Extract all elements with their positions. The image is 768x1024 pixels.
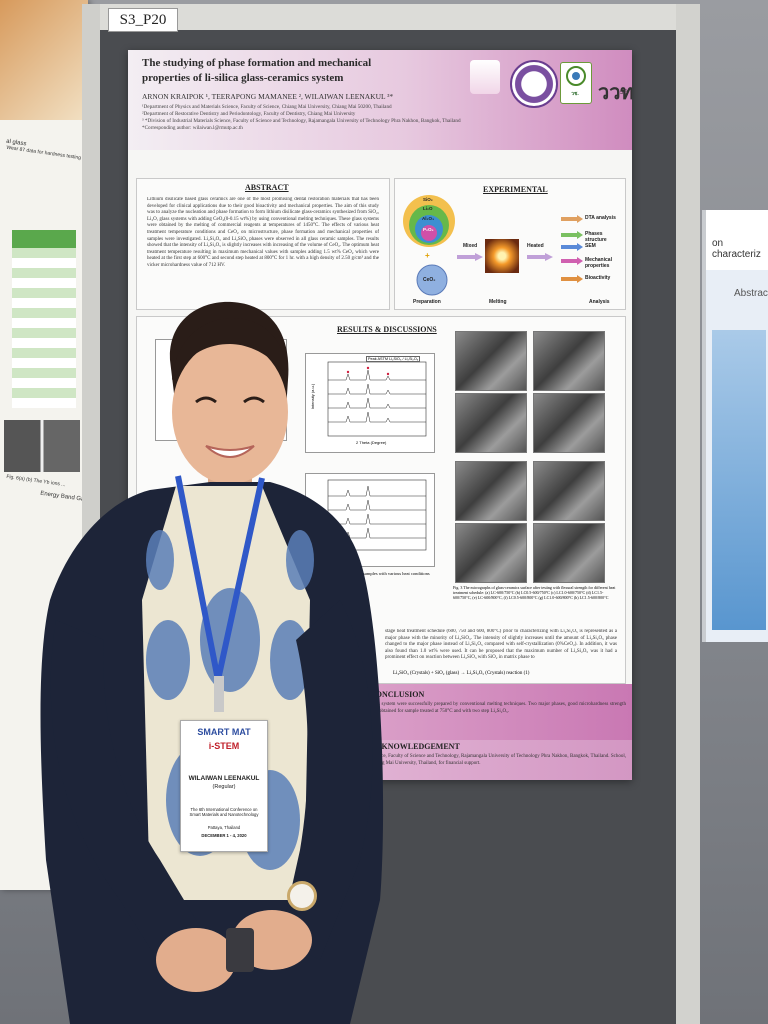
analysis-item-2: Phases structure: [585, 231, 607, 243]
arrow-mixed-label: Mixed: [463, 243, 478, 249]
nrct-logo-label: วช.: [571, 91, 579, 97]
left-hand: [156, 928, 236, 992]
poster-header: The studying of phase formation and mech…: [128, 50, 632, 150]
right-poster-title: on characteriz: [712, 238, 761, 260]
dopant-label: CeO₂: [423, 277, 436, 283]
right-neighbor-poster: on characteriz Abstract: [702, 210, 768, 642]
analysis-arrows: [561, 215, 583, 283]
melting-furnace-image: [485, 239, 519, 273]
oxide-label-2: Li₂O: [423, 206, 433, 211]
right-poster-band: [706, 210, 768, 270]
board-id-label: S3_P20: [108, 8, 178, 32]
sem-image-c: [455, 393, 527, 453]
oxide-label-1: SiO₂: [423, 197, 433, 202]
mixed-arrow-icon: [457, 253, 483, 261]
poster-affiliation-4: *Corresponding author: wilaiwan.l@rmutp.…: [142, 125, 243, 131]
xrd-xlabel: 2 Theta (Degree): [356, 440, 387, 445]
sem-image-g: [455, 523, 527, 583]
step-preparation: Preparation: [413, 299, 441, 305]
analysis-item-3: SEM: [585, 243, 596, 249]
fiveg-logo-sub: 5G: [620, 90, 629, 96]
badge-location: Pattaya, Thailand: [207, 825, 241, 830]
left-arm: [50, 620, 220, 990]
xrd-graph-1-plot: [327, 361, 427, 437]
analysis-item-1: DTA analysis: [585, 215, 616, 221]
plus-sign: +: [425, 251, 430, 260]
face: [172, 340, 288, 484]
badge-name: WILAIWAN LEENAKUL: [188, 775, 260, 782]
sem-image-h: [533, 523, 605, 583]
sem-image-e: [455, 461, 527, 521]
sem-image-f: [533, 461, 605, 521]
ceo2-circle: [416, 264, 448, 296]
analysis-item-4: Mechanical properties: [585, 257, 612, 269]
step-analysis: Analysis: [589, 299, 610, 305]
right-poster-abstract: Abstract: [734, 288, 768, 299]
badge-conference: The 6th International Conference on Smar…: [189, 807, 259, 817]
discussion-text: stage heat treatment schedule (600, 750 …: [385, 629, 617, 661]
xrd-graph-1: Peak ASTM Li₂SiO₃ / Li₂Si₂O₅ 2 Theta (De…: [305, 353, 435, 453]
arrow-heated-label: Heated: [527, 243, 544, 249]
poster-title-line1: The studying of phase formation and mech…: [142, 57, 372, 69]
analysis-item-5: Bioactivity: [585, 275, 611, 281]
board-frame-right: [676, 4, 700, 1024]
right-arm: [280, 600, 373, 960]
results-heading: RESULTS & DISCUSSIONS: [337, 325, 437, 334]
badge-role: (Regular): [212, 784, 236, 790]
right-poster-graphic: [712, 330, 766, 630]
oxide-label-4: P₂O₅: [423, 227, 434, 232]
board-frame-top: [82, 4, 698, 30]
experimental-heading: EXPERIMENTAL: [483, 185, 548, 194]
conclusion-heading: CONCLUSION: [370, 690, 425, 699]
left-poster-header: [0, 0, 88, 120]
sem-image-a: [455, 331, 527, 391]
poster-title: The studying of phase formation and mech…: [142, 56, 472, 86]
poster-title-line2: properties of li-silica glass-ceramics s…: [142, 72, 344, 84]
wristwatch: [287, 881, 317, 911]
sem-image-d: [533, 393, 605, 453]
name-badge: SMART MAT i-STEM WILAIWAN LEENAKUL (Regu…: [180, 720, 268, 852]
badge-event-logo-sub: i-STEM: [208, 741, 240, 751]
smile: [205, 445, 255, 458]
phone: [226, 928, 254, 972]
left-poster-image: [4, 420, 80, 472]
left-poster-table: [12, 230, 76, 408]
acknowledgement-heading: ACKNOWLEDGEMENT: [370, 742, 460, 751]
sem-image-b: [533, 331, 605, 391]
experimental-section: EXPERIMENTAL SiO₂ Li₂O Al₂O₃ P₂O₅ + CeO₂…: [394, 178, 626, 310]
lanyard-clip: [214, 676, 224, 712]
fig3-caption: Fig. 3 The micrographs of glass-ceramics…: [453, 585, 616, 600]
oxide-circles-diagram: [403, 195, 455, 247]
fiveg-logo: ววท: [598, 82, 632, 104]
conclusion-text: glass system were successfully prepared …: [370, 702, 626, 714]
reaction-equation: Li₂SiO₃ (Crystals) + SiO₂ (glass) → Li₂S…: [393, 671, 530, 676]
seal-logo: [510, 60, 558, 108]
poster-affiliation-1: ¹Department of Physics and Materials Sci…: [142, 104, 392, 110]
abstract-heading: ABSTRACT: [245, 183, 289, 192]
badge-dates: DECEMBER 1 - 4, 2020: [201, 833, 247, 838]
acknowledgement-text: Science, Faculty of Science and Technolo…: [370, 754, 626, 766]
xrd-legend: Peak ASTM Li₂SiO₃ / Li₂Si₂O₅: [366, 356, 421, 362]
left-eye: [195, 396, 217, 404]
university-logo: [470, 60, 500, 94]
step-melting: Melting: [489, 299, 507, 305]
nrct-logo: [560, 62, 592, 104]
right-eye: [243, 396, 265, 404]
badge-event-logo: SMART MAT: [197, 727, 251, 737]
poster-affiliation-2: ²Department of Restorative Dentistry and…: [142, 111, 356, 117]
abstract-section: ABSTRACT Lithium disilicate based glass …: [136, 178, 390, 310]
poster-authors: ARNON KRAIPOK ¹, TEERAPONG MAMANEE ², WI…: [142, 92, 394, 101]
hair-front: [172, 318, 288, 380]
abstract-text: Lithium disilicate based glass ceramics …: [147, 197, 379, 268]
oxide-label-3: Al₂O₃: [422, 216, 435, 221]
poster-affiliation-3: ³ *Division of Industrial Materials Scie…: [142, 118, 461, 124]
fig2-caption: Fig. 2 ... samples with various heat con…: [347, 571, 430, 576]
heated-arrow-icon: [527, 253, 553, 261]
